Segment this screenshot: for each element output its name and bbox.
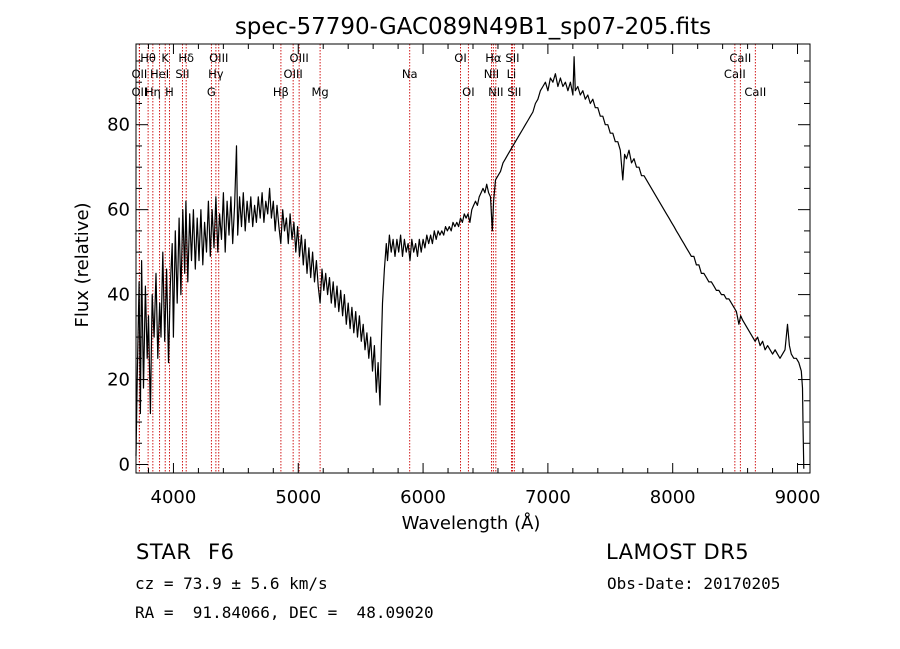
observation-date: Obs-Date: 20170205 [607, 574, 781, 593]
y-axis-label: Flux (relative) [72, 202, 93, 327]
y-tick-label-3: 60 [107, 200, 130, 221]
line-label-6: H [165, 85, 174, 99]
x-axis-label: Wavelength (Å) [402, 512, 541, 534]
object-class: STAR [136, 540, 192, 564]
y-tick-label-1: 20 [107, 370, 130, 391]
survey-name: LAMOST DR5 [606, 540, 750, 564]
line-label-24: SII [507, 85, 521, 99]
line-label-9: OIII [209, 51, 228, 65]
line-label-20: NII [484, 67, 499, 81]
spectrum-line [135, 56, 805, 469]
line-label-17: OI [454, 51, 466, 65]
line-label-11: G [207, 85, 216, 99]
coordinates: RA = 91.84066, DEC = 48.09020 [135, 603, 434, 622]
line-label-5: HeI [150, 67, 169, 81]
line-label-15: Mg [311, 85, 328, 99]
x-tick-label-5: 9000 [775, 487, 821, 508]
line-label-14: Hβ [273, 85, 289, 99]
line-label-10: Hγ [208, 67, 224, 81]
line-label-25: CaII [729, 51, 751, 65]
x-tick-label-0: 4000 [151, 487, 197, 508]
line-label-23: Li [507, 67, 517, 81]
x-tick-label-3: 7000 [525, 487, 571, 508]
y-tick-label-2: 40 [107, 285, 130, 306]
line-label-27: CaII [744, 85, 766, 99]
line-label-19: Hα [485, 51, 502, 65]
spectral-line-markers [138, 44, 756, 473]
plot-frame [135, 43, 811, 474]
object-subclass: F6 [208, 540, 235, 564]
x-tick-label-4: 8000 [650, 487, 696, 508]
y-tick-label-0: 0 [119, 455, 130, 476]
y-tick-label-4: 80 [107, 115, 130, 136]
x-tick-label-1: 5000 [275, 487, 321, 508]
line-label-26: CaII [724, 67, 746, 81]
x-tick-label-2: 6000 [400, 487, 446, 508]
line-label-3: Hη [145, 85, 161, 99]
line-label-7: Hδ [178, 51, 194, 65]
line-label-22: SII [505, 51, 519, 65]
axes: 4000 5000 6000 7000 8000 9000 0 20 40 60 80 [107, 44, 820, 508]
line-label-12: OIII [290, 51, 309, 65]
redshift-velocity: cz = 73.9 ± 5.6 km/s [135, 574, 328, 593]
line-label-21: NII [488, 85, 503, 99]
line-label-18: OI [462, 85, 474, 99]
line-label-2: OII [131, 85, 147, 99]
line-label-1: OII [131, 67, 147, 81]
chart-title: spec-57790-GAC089N49B1_sp07-205.fits [235, 14, 711, 40]
line-label-0: Hθ [140, 51, 156, 65]
line-label-16: Na [402, 67, 418, 81]
line-label-8: SII [175, 67, 189, 81]
line-label-13: OIII [284, 67, 303, 81]
line-label-4: K [161, 51, 169, 65]
